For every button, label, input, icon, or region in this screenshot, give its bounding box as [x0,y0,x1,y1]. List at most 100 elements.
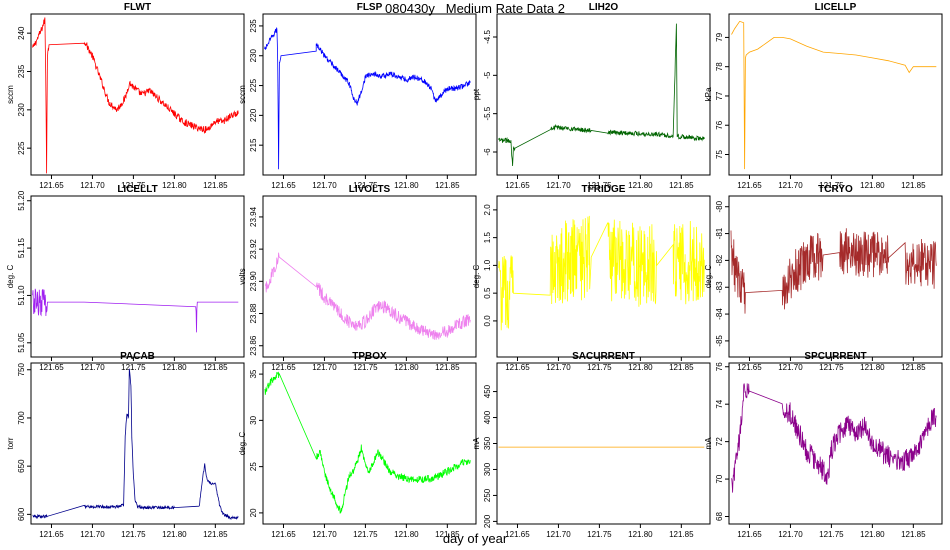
y-tick-label: 23.90 [249,271,258,292]
panel-spcurrent: SPCURRENT mA 121.65 121.70 121.75 121.80 121.8… [704,351,943,539]
y-tick-label: 35 [249,369,258,378]
x-tick-label: 121.65 [271,363,296,372]
x-tick-label: 121.80 [860,530,885,539]
x-tick-label: 121.80 [162,530,187,539]
y-tick-label: 0.0 [483,315,492,327]
series-line-tpbox [264,371,471,514]
y-axis-label: deg. C [704,264,713,288]
x-tick-label: 121.65 [505,363,530,372]
x-tick-label: 121.85 [435,181,460,190]
y-tick-label: 20 [249,508,258,517]
y-tick-label: -81 [715,227,724,239]
x-tick-label: 121.80 [162,181,187,190]
series-line-pacab [32,368,239,521]
series-line-livolts [265,252,471,340]
y-tick-label: 230 [17,103,26,117]
y-tick-label: 30 [249,415,258,424]
x-tick-label: 121.65 [39,181,64,190]
y-tick-label: 2.0 [483,204,492,216]
y-axis-label: kPa [704,87,713,101]
panel-title: FLSP [357,2,383,13]
x-tick-label: 121.65 [737,181,762,190]
panel-lih2o: LIH2O ppt 121.65 121.70 121.75 121.80 121.85 -6… [472,2,711,190]
y-tick-label: -80 [715,200,724,212]
x-tick-label: 121.75 [353,530,378,539]
panel-tpbox: TPBOX deg. C 121.65 121.70 121.75 121.80 121.8… [238,351,477,539]
panel-title: LIVOLTS [349,184,391,195]
y-axis-label: mA [704,437,713,450]
y-tick-label: 77 [715,91,724,100]
x-tick-label: 121.80 [162,363,187,372]
y-tick-label: 78 [715,62,724,71]
x-tick-label: 121.85 [203,530,228,539]
y-tick-label: 450 [483,384,492,398]
x-tick-label: 121.75 [121,530,146,539]
x-tick-label: 121.70 [80,530,105,539]
y-tick-label: 650 [17,459,26,473]
y-axis-label: sccm [238,85,247,104]
x-tick-label: 121.65 [39,530,64,539]
x-tick-label: 121.85 [435,530,460,539]
panel-flsp: FLSP sccm 121.65 121.70 121.75 121.80 121.85 21… [238,2,477,190]
x-tick-label: 121.75 [121,181,146,190]
panel-flwt: FLWT sccm 121.65 121.70 121.75 121.80 121.85 22… [6,2,245,190]
plot-frame [30,362,245,525]
y-tick-label: 230 [249,49,258,63]
x-tick-label: 121.70 [778,363,803,372]
x-tick-label: 121.75 [121,363,146,372]
y-tick-label: 225 [249,78,258,92]
x-tick-label: 121.65 [737,363,762,372]
x-tick-label: 121.75 [819,363,844,372]
series-line-tfridge [498,215,705,331]
x-tick-label: 121.85 [669,363,694,372]
x-tick-label: 121.70 [778,530,803,539]
y-tick-label: 23.86 [249,335,258,356]
x-tick-label: 121.75 [353,181,378,190]
y-tick-label: 220 [249,108,258,122]
panel-tfridge: TFRIDGE deg. C 121.65 121.70 121.75 121.80 121… [472,184,711,372]
x-tick-label: 121.65 [271,181,296,190]
x-tick-label: 121.80 [394,181,419,190]
x-tick-label: 121.85 [669,530,694,539]
series-line-licellp [731,20,937,170]
y-tick-label: 23.94 [249,206,258,227]
panel-title: TCRYO [818,184,853,195]
x-tick-label: 121.70 [778,181,803,190]
y-tick-label: -5 [483,71,492,79]
x-tick-label: 121.80 [860,181,885,190]
y-tick-label: 79 [715,32,724,41]
series-line-licellt [32,288,239,333]
y-axis-label: mA [472,437,481,450]
x-tick-label: 121.80 [628,181,653,190]
panel-title: TPBOX [352,351,387,362]
y-axis-label: deg. C [472,264,481,288]
y-tick-label: 215 [249,138,258,152]
series-line-flsp [264,27,471,170]
x-tick-label: 121.80 [628,363,653,372]
y-tick-label: 72 [715,437,724,446]
y-tick-label: 300 [483,462,492,476]
plot-frame [728,362,943,525]
y-tick-label: 400 [483,410,492,424]
x-tick-label: 121.70 [546,530,571,539]
x-tick-label: 121.85 [203,181,228,190]
panel-title: SPCURRENT [804,351,866,362]
x-tick-label: 121.70 [80,363,105,372]
y-axis-label: sccm [6,85,15,104]
panel-title: LICELLP [815,2,857,13]
x-tick-label: 121.80 [394,530,419,539]
y-tick-label: 51.05 [17,332,26,353]
panel-title: SACURRENT [572,351,635,362]
y-tick-label: 235 [249,19,258,33]
y-tick-label: -82 [715,254,724,266]
plot-frame [728,195,943,358]
y-tick-label: 51.15 [17,238,26,259]
figure-title: 080430y Medium Rate Data 2 [385,1,565,16]
panel-licellp: LICELLP kPa 121.65 121.70 121.75 121.80 121.85… [704,2,943,190]
x-tick-label: 121.65 [505,530,530,539]
panel-title: LIH2O [589,2,619,13]
panel-licellt: LICELLT deg. C 121.65 121.70 121.75 121.80 121… [6,184,245,372]
y-tick-label: 76 [715,362,724,371]
y-tick-label: 1.5 [483,232,492,244]
x-tick-label: 121.70 [312,181,337,190]
